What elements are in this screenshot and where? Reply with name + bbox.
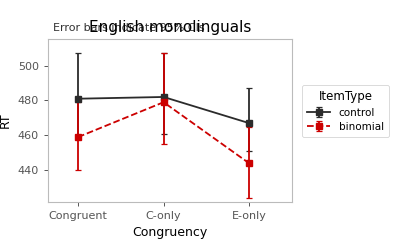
X-axis label: Congruency: Congruency bbox=[132, 226, 208, 239]
Legend: control, binomial: control, binomial bbox=[302, 85, 389, 137]
Y-axis label: RT: RT bbox=[0, 113, 12, 128]
Title: English monolinguals: English monolinguals bbox=[89, 20, 251, 35]
Text: Error bars indicate 95% CIs: Error bars indicate 95% CIs bbox=[53, 23, 204, 33]
